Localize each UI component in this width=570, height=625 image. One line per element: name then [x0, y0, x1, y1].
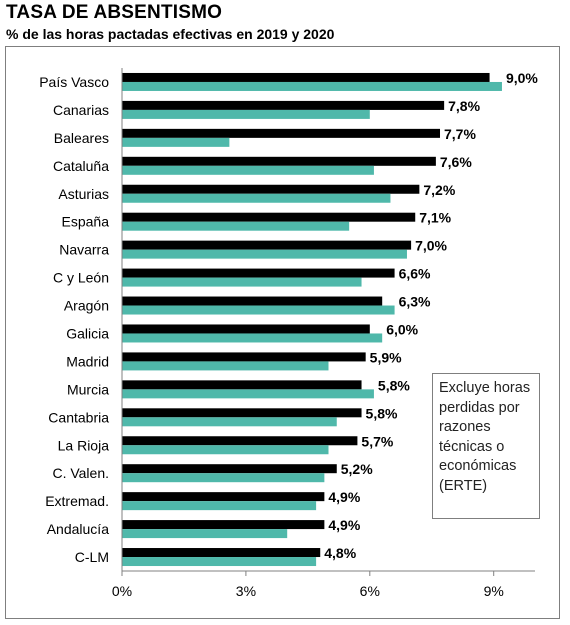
bar-series-2	[122, 305, 395, 315]
bar-series-2	[122, 529, 288, 539]
category-label: Navarra	[59, 242, 109, 258]
bar-series-2	[122, 137, 230, 147]
category-label: Cataluña	[53, 158, 109, 174]
data-label: 6,3%	[399, 294, 431, 310]
data-label: 4,9%	[328, 489, 360, 505]
bar-series-2	[122, 361, 329, 371]
bar-series-1	[122, 72, 490, 82]
bar-series-1	[122, 548, 321, 558]
data-label: 5,9%	[370, 349, 402, 365]
data-label: 6,0%	[386, 321, 418, 337]
data-label: 7,0%	[415, 238, 447, 254]
bar-series-1	[122, 268, 395, 278]
bar-series-2	[122, 277, 362, 287]
category-label: Baleares	[54, 130, 109, 146]
category-label: Cantabria	[48, 409, 109, 425]
data-label: 6,6%	[399, 266, 431, 282]
bar-series-2	[122, 165, 374, 175]
category-label: La Rioja	[58, 437, 110, 453]
data-label: 5,2%	[341, 461, 373, 477]
data-label: 5,8%	[378, 377, 410, 393]
bar-series-1	[122, 240, 412, 250]
category-label: C. Valen.	[52, 465, 109, 481]
bar-series-1	[122, 408, 362, 418]
category-label: Galicia	[66, 325, 109, 341]
chart-subtitle: % de las horas pactadas efectivas en 201…	[6, 26, 335, 42]
category-label: Asturias	[58, 186, 109, 202]
x-tick-label: 0%	[112, 583, 132, 599]
chart-frame	[5, 46, 560, 619]
data-label: 4,8%	[324, 545, 356, 561]
category-label: País Vasco	[39, 74, 109, 90]
data-label: 7,8%	[448, 98, 480, 114]
category-label: Canarias	[53, 102, 109, 118]
chart-title: TASA DE ABSENTISMO	[6, 2, 223, 23]
category-label: España	[62, 214, 110, 230]
bar-series-2	[122, 501, 317, 511]
bar-series-1	[122, 184, 420, 194]
data-label: 5,7%	[361, 433, 393, 449]
bar-series-1	[122, 100, 445, 110]
bar-series-2	[122, 445, 329, 455]
note-box: Excluye horas perdidas por razones técni…	[432, 373, 540, 519]
category-label: Aragón	[64, 298, 109, 314]
bar-series-1	[122, 520, 325, 530]
data-label: 5,8%	[366, 405, 398, 421]
x-tick-label: 3%	[236, 583, 256, 599]
data-label: 9,0%	[506, 70, 538, 86]
bar-series-2	[122, 249, 407, 259]
data-label: 7,7%	[444, 126, 476, 142]
data-label: 7,2%	[423, 182, 455, 198]
bar-series-2	[122, 81, 502, 91]
bar-series-1	[122, 380, 362, 390]
bar-series-1	[122, 436, 358, 446]
x-tick-label: 9%	[484, 583, 504, 599]
category-label: C-LM	[75, 549, 109, 565]
bar-series-1	[122, 156, 436, 166]
bar-series-2	[122, 221, 350, 231]
bar-series-1	[122, 464, 337, 474]
category-label: Andalucía	[47, 521, 109, 537]
bar-series-1	[122, 128, 441, 138]
bar-series-1	[122, 352, 366, 362]
data-label: 7,1%	[419, 210, 451, 226]
category-label: Extremad.	[45, 493, 109, 509]
category-label: Madrid	[66, 353, 109, 369]
data-label: 4,9%	[328, 517, 360, 533]
bar-series-2	[122, 473, 325, 483]
data-label: 7,6%	[440, 154, 472, 170]
bar-series-2	[122, 389, 374, 399]
bar-series-2	[122, 333, 383, 343]
x-tick-label: 6%	[360, 583, 380, 599]
bar-series-2	[122, 557, 317, 567]
bar-series-2	[122, 193, 391, 203]
bar-series-1	[122, 212, 416, 222]
bar-series-2	[122, 417, 337, 427]
category-label: Murcia	[67, 381, 109, 397]
bar-series-2	[122, 109, 370, 119]
bar-series-1	[122, 324, 370, 334]
bar-series-1	[122, 492, 325, 502]
bar-series-1	[122, 296, 383, 306]
category-label: C y León	[53, 270, 109, 286]
